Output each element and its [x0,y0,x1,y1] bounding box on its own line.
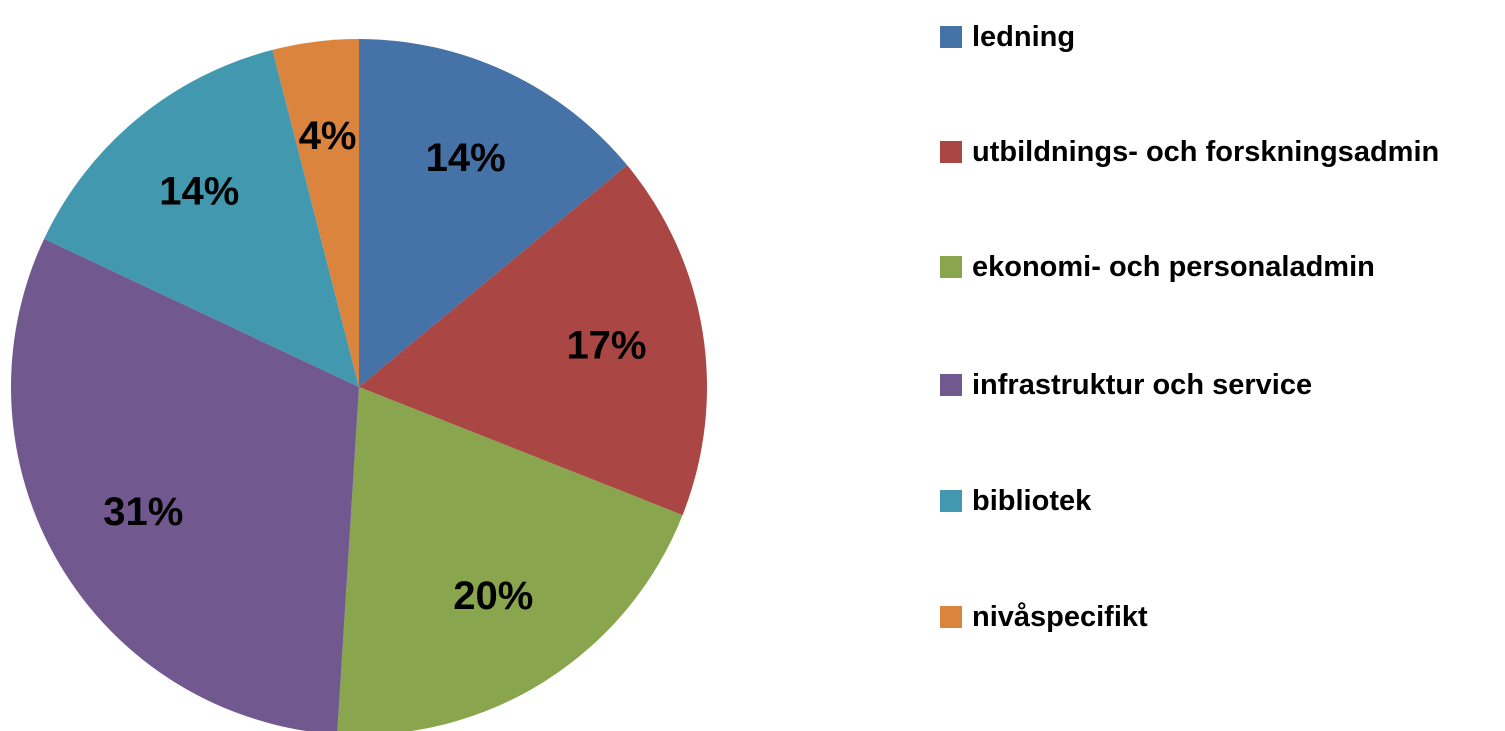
chart: 14% 17% 20% 31% 14% 4% [11,39,707,731]
legend-swatch [940,374,962,396]
legend-label: nivåspecifikt [972,601,1148,633]
legend-swatch [940,256,962,278]
legend-swatch [940,26,962,48]
data-label: 14% [426,136,506,180]
legend-item: bibliotek [940,482,1500,520]
legend-label: ledning [972,21,1076,53]
data-label: 14% [159,170,239,214]
data-label: 20% [453,574,533,618]
legend-item: ledning [940,18,1500,56]
legend-item: utbildnings- och forskningsadmin [940,133,1500,171]
legend-label: utbildnings- och forskningsadmin [972,136,1440,168]
data-label: 4% [299,114,357,158]
pie-slice [359,39,628,387]
legend-label: ekonomi- och personaladmin [972,251,1375,283]
legend-swatch [940,490,962,512]
pie-slice [272,39,359,387]
legend-label: bibliotek [972,485,1092,517]
data-label: 17% [566,323,646,367]
data-label: 31% [103,490,183,534]
legend-swatch [940,141,962,163]
legend-item: nivåspecifikt [940,598,1500,636]
legend-item: ekonomi- och personaladmin [940,248,1500,286]
legend-swatch [940,606,962,628]
pie-slice [11,238,359,731]
legend-item: infrastruktur och service [940,366,1500,404]
pie-slice [337,387,683,731]
legend-label: infrastruktur och service [972,369,1313,401]
pie-slice [44,49,360,388]
pie-slice [359,165,707,516]
